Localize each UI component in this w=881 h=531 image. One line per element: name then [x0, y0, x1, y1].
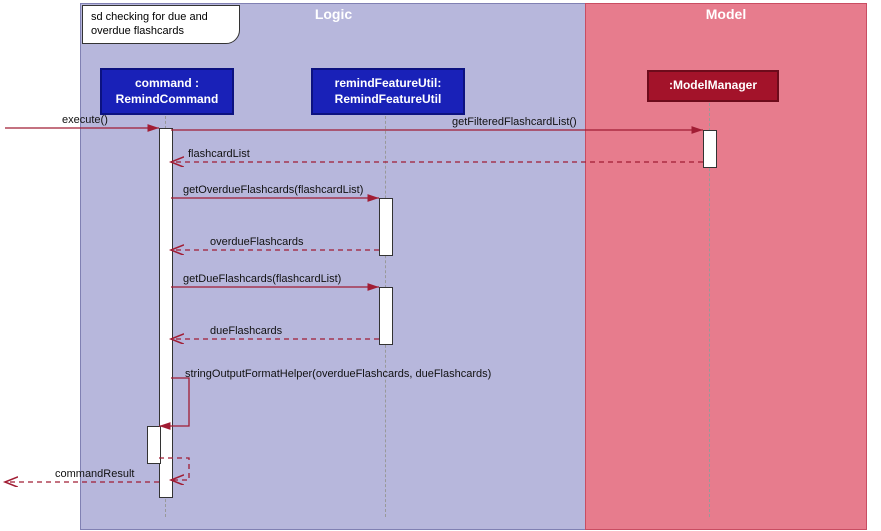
- msg-overdueFlashcards: overdueFlashcards: [210, 236, 304, 248]
- msg-getOverdueFlashcards: getOverdueFlashcards(flashcardList): [183, 184, 363, 196]
- msg-execute: execute(): [62, 114, 108, 126]
- msg-flashcardList: flashcardList: [188, 148, 250, 160]
- msg-commandResult: commandResult: [55, 468, 134, 480]
- arrows-layer: [0, 0, 881, 531]
- msg-stringOutputFormatHelper: stringOutputFormatHelper(overdueFlashcar…: [185, 368, 491, 380]
- msg-dueFlashcards: dueFlashcards: [210, 325, 282, 337]
- msg-getFilteredFlashcardList: getFilteredFlashcardList(): [452, 116, 577, 128]
- msg-getDueFlashcards: getDueFlashcards(flashcardList): [183, 273, 341, 285]
